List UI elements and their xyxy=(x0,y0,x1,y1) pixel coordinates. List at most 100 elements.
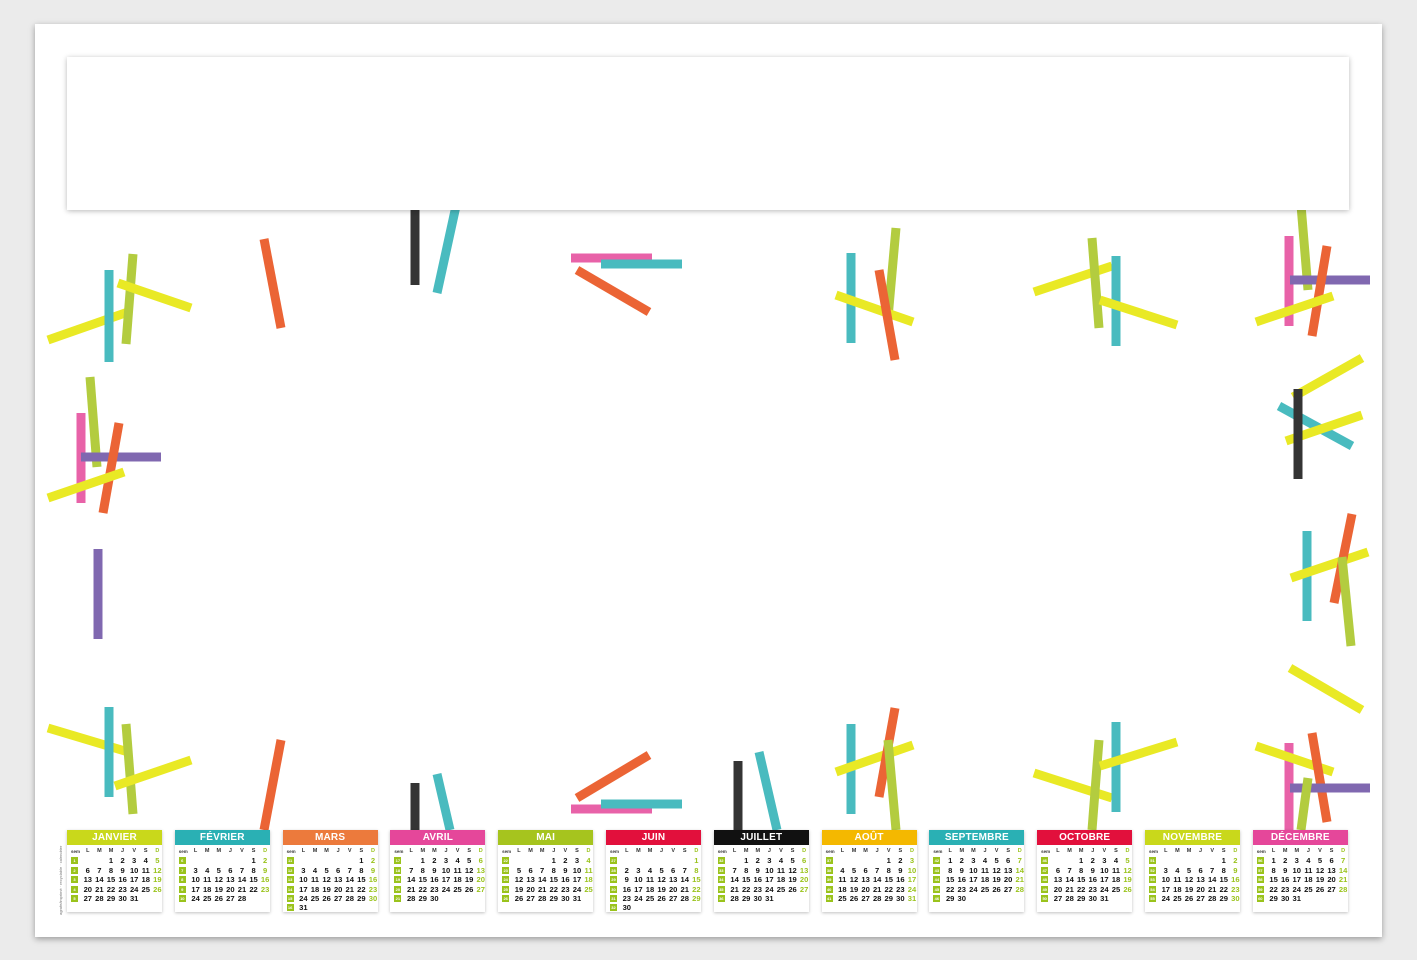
day-cell: 18 xyxy=(584,875,593,885)
day-cell: 2 xyxy=(120,856,125,866)
day-cell xyxy=(860,856,872,865)
stick xyxy=(98,422,124,514)
day-cell: 6 xyxy=(1198,865,1203,875)
day-cell: 1 xyxy=(744,856,749,866)
month-décembre: DÉCEMBRE sem L M M J V S D 56 1 2 3 4 5 6 7 57 8 9 10 11 12 13 1… xyxy=(1252,830,1348,912)
day-cell: 9 xyxy=(1283,865,1288,875)
day-cell: 21 xyxy=(1207,884,1217,894)
day-cell: 2 xyxy=(370,856,376,866)
day-cell: 16 xyxy=(622,884,632,894)
day-cell: 2 xyxy=(959,856,964,866)
week-number: 47 xyxy=(1041,866,1049,874)
stick xyxy=(259,739,286,831)
day-cell: 21 xyxy=(237,884,247,894)
day-cell: 25 xyxy=(776,884,786,894)
day-cell: 14 xyxy=(1207,875,1217,885)
day-cell: 13 xyxy=(799,865,809,875)
day-cell: 9 xyxy=(898,865,903,875)
day-cell: 15 xyxy=(549,875,558,885)
day-cell: 17 xyxy=(1100,875,1109,885)
stick xyxy=(1307,732,1332,823)
week-cell: 2 xyxy=(69,866,82,875)
day-cell: 14 xyxy=(730,875,739,885)
stick xyxy=(46,307,130,345)
weekday-label: J xyxy=(1199,848,1203,854)
day-cell: 28 xyxy=(537,893,547,903)
week-number: 56 xyxy=(1256,857,1264,865)
day-cell: 18 xyxy=(141,875,150,885)
weekday-label: M xyxy=(539,848,545,854)
day-cell: 23 xyxy=(622,893,632,903)
day-cell: 21 xyxy=(406,884,416,894)
day-cell: 26 xyxy=(153,884,162,894)
day-cell: 11 xyxy=(1111,865,1120,875)
day-cell: 14 xyxy=(95,875,104,885)
day-cell: 20 xyxy=(83,884,93,894)
day-cell: 4 xyxy=(778,856,784,866)
day-cell: 24 xyxy=(191,893,200,903)
day-cell: 5 xyxy=(216,865,221,875)
day-cell: 4 xyxy=(143,856,148,866)
weekday-label: D xyxy=(586,848,591,854)
day-cell: 27 xyxy=(1053,893,1063,903)
day-cell: 13 xyxy=(83,875,93,885)
week-number: 5 xyxy=(71,894,78,902)
week-number: 7 xyxy=(178,866,186,874)
day-cell: 14 xyxy=(345,875,354,885)
week-cell: 39 xyxy=(824,875,837,884)
day-cell: 2 xyxy=(1283,856,1288,866)
week-cell: 21 xyxy=(392,894,405,903)
day-cell xyxy=(679,856,691,865)
day-cell: 12 xyxy=(1315,865,1325,875)
day-cell: 8 xyxy=(251,865,256,875)
day-cell: 18 xyxy=(310,884,320,894)
day-cell: 8 xyxy=(948,865,953,875)
day-cell: 14 xyxy=(537,875,547,885)
weekday-label: S xyxy=(1114,848,1118,854)
week-cell: 44 xyxy=(931,875,944,884)
day-cell: 5 xyxy=(516,865,522,875)
stick xyxy=(834,740,915,777)
day-cell: 17 xyxy=(299,884,308,894)
week-header: sem xyxy=(286,849,296,854)
day-cell xyxy=(871,856,883,865)
weekday-label: M xyxy=(204,848,210,854)
week-number: 14 xyxy=(286,885,294,893)
week-header: sem xyxy=(1041,849,1051,854)
week-cell: 51 xyxy=(1147,856,1160,865)
week-number: 22 xyxy=(502,857,510,865)
day-cell: 3 xyxy=(1163,865,1168,875)
month-title: JUIN xyxy=(606,830,701,845)
day-cell: 30 xyxy=(1280,893,1290,903)
week-cell: 55 xyxy=(1147,894,1160,903)
day-cell: 22 xyxy=(249,884,258,894)
day-cell xyxy=(309,856,321,865)
day-cell: 18 xyxy=(453,875,462,885)
stick xyxy=(432,772,455,832)
day-cell xyxy=(787,894,799,903)
week-cell: 26 xyxy=(500,894,513,903)
week-number: 23 xyxy=(502,866,510,874)
stick xyxy=(46,723,130,757)
stick xyxy=(1296,777,1313,831)
week-number: 32 xyxy=(717,857,725,865)
stick xyxy=(121,723,138,815)
day-cell: 24 xyxy=(572,884,582,894)
day-cell: 11 xyxy=(584,865,593,875)
day-cell xyxy=(309,903,321,912)
week-number: 4 xyxy=(71,885,78,893)
day-cell: 20 xyxy=(1053,884,1063,894)
day-cell: 8 xyxy=(1079,865,1084,875)
day-cell: 28 xyxy=(237,893,247,903)
day-cell: 12 xyxy=(1123,865,1132,875)
month-août: AOÛT sem L M M J V S D 37 1 2 3 38 4 5 6 7 8 9 10 39 11 12 13 14 1… xyxy=(821,830,917,912)
day-cell: 21 xyxy=(1338,875,1348,885)
week-cell: 1 xyxy=(69,856,82,865)
side-note: agrafe/imprimé · recyclable · calendrier xyxy=(58,845,63,915)
day-cell: 14 xyxy=(406,875,416,885)
day-cell: 7 xyxy=(97,865,102,875)
weekday-label: M xyxy=(1175,848,1180,854)
weekday-label: D xyxy=(1233,848,1238,854)
day-cell: 13 xyxy=(333,875,343,885)
day-cell: 4 xyxy=(1306,856,1311,866)
